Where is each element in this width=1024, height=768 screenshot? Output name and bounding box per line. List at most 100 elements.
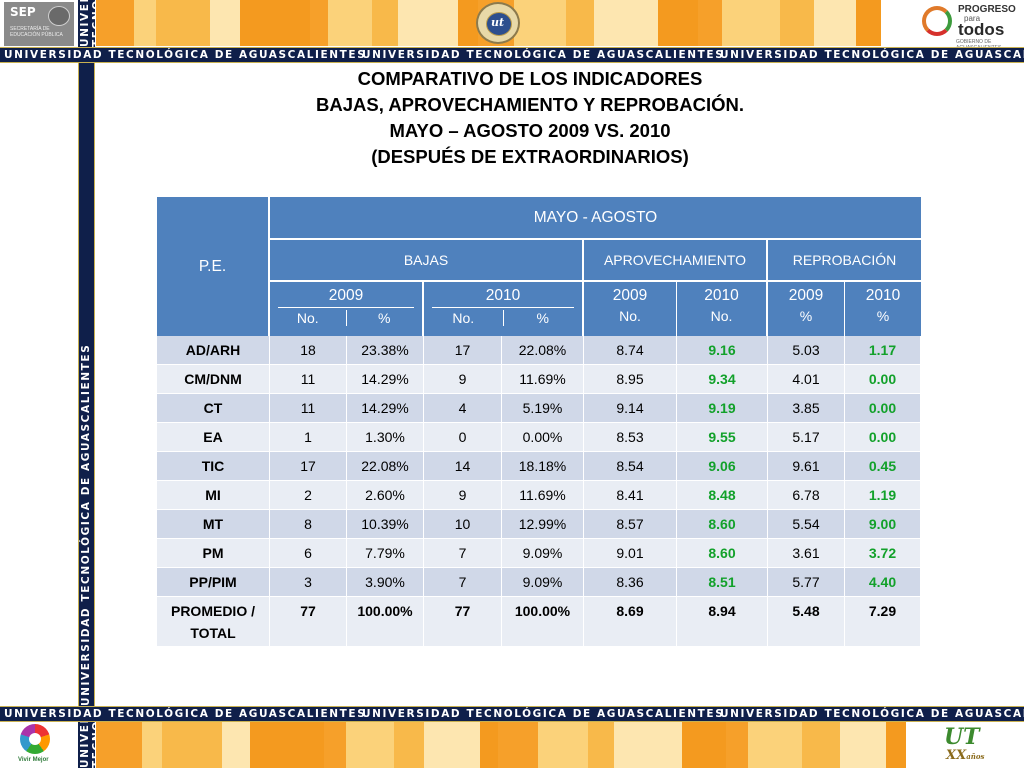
bajas-2010-pct-cell: 0.00% bbox=[502, 423, 584, 452]
flower-icon bbox=[20, 724, 50, 754]
aprov-2010-cell: 9.06 bbox=[677, 452, 768, 481]
decorative-bar bbox=[96, 722, 142, 768]
bajas-2010-no: No. bbox=[424, 310, 504, 326]
aprov-2009-no: No. bbox=[619, 308, 641, 324]
bajas-2009-no-cell: 18 bbox=[270, 336, 347, 365]
top-header: SEP SECRETARÍA DE EDUCACIÓN PÚBLICA ut P… bbox=[0, 0, 1024, 51]
total-row: PROMEDIO / TOTAL 77 100.00% 77 100.00% 8… bbox=[157, 597, 921, 647]
pe-cell: MI bbox=[157, 481, 270, 510]
bajas-2010-pct-cell: 9.09% bbox=[502, 539, 584, 568]
decorative-bar bbox=[538, 722, 588, 768]
decorative-bar bbox=[310, 0, 328, 46]
decorative-bar bbox=[328, 0, 372, 46]
bajas-2010-year: 2010 bbox=[432, 287, 574, 308]
xx-logo-number: XX bbox=[946, 748, 967, 763]
reprob-2009-cell: 5.54 bbox=[768, 510, 845, 539]
bajas-2010-no-cell: 4 bbox=[424, 394, 502, 423]
vertical-banner: UNIVERSIDAD TECNOLÓGICA DE AGUASCALIENTE… bbox=[78, 63, 95, 706]
total-bajas-2009-pct: 100.00% bbox=[347, 597, 424, 647]
decorative-bar bbox=[856, 0, 881, 46]
reprob-2009-cell: 3.85 bbox=[768, 394, 845, 423]
xx-anos-text: XXaños bbox=[946, 748, 984, 763]
pe-cell: PM bbox=[157, 539, 270, 568]
table-row: EA 1 1.30% 0 0.00% 8.53 9.55 5.17 0.00 bbox=[157, 423, 921, 452]
sep-logo-text: SEP bbox=[10, 5, 36, 19]
total-reprob-2009: 5.48 bbox=[768, 597, 845, 647]
title-line-2: BAJAS, APROVECHAMIENTO Y REPROBACIÓN. bbox=[316, 94, 744, 115]
bajas-2009-header: 2009 No. % bbox=[270, 282, 424, 336]
pe-cell: CM/DNM bbox=[157, 365, 270, 394]
reprob-2010-cell: 1.17 bbox=[845, 336, 921, 365]
decorative-bar bbox=[722, 0, 780, 46]
banner-stripe-top: UNIVERSIDAD TECNOLÓGICA DE AGUASCALIENTE… bbox=[0, 47, 1024, 63]
bajas-2010-no-cell: 10 bbox=[424, 510, 502, 539]
aprov-2010-cell: 9.55 bbox=[677, 423, 768, 452]
aprov-2009-cell: 8.41 bbox=[584, 481, 677, 510]
decorative-bar bbox=[614, 722, 682, 768]
aprov-2010-cell: 9.16 bbox=[677, 336, 768, 365]
decorative-bar bbox=[840, 722, 886, 768]
decorative-bar bbox=[480, 722, 498, 768]
decorative-bar bbox=[250, 722, 324, 768]
bajas-2010-pct-cell: 18.18% bbox=[502, 452, 584, 481]
banner-text: UNIVERSIDAD TECNOLÓGICA DE AGUASCALIENTE… bbox=[362, 708, 725, 720]
title-line-4: (DESPUÉS DE EXTRAORDINARIOS) bbox=[371, 146, 689, 167]
indicators-table-container: P.E. MAYO - AGOSTO BAJAS APROVECHAMIENTO… bbox=[157, 197, 921, 647]
decorative-bar bbox=[886, 722, 906, 768]
total-label-cell: PROMEDIO / TOTAL bbox=[157, 597, 270, 647]
bajas-2009-pct-cell: 2.60% bbox=[347, 481, 424, 510]
decorative-bar bbox=[324, 722, 346, 768]
bajas-2010-no-cell: 7 bbox=[424, 568, 502, 597]
table-row: CM/DNM 11 14.29% 9 11.69% 8.95 9.34 4.01… bbox=[157, 365, 921, 394]
bajas-2009-pct-cell: 3.90% bbox=[347, 568, 424, 597]
vertical-banner-text: UNIVERSIDAD TECNOLÓGICA DE AGUASCALIENTE… bbox=[80, 343, 92, 706]
pe-cell: AD/ARH bbox=[157, 336, 270, 365]
decorative-bar bbox=[514, 0, 566, 46]
decorative-bar bbox=[658, 0, 698, 46]
bajas-header: BAJAS bbox=[270, 240, 584, 282]
aprov-2009-header: 2009 No. bbox=[584, 282, 677, 336]
reprob-2010-cell: 1.19 bbox=[845, 481, 921, 510]
aprov-2010-cell: 8.48 bbox=[677, 481, 768, 510]
reprob-2009-cell: 5.17 bbox=[768, 423, 845, 452]
decorative-bar bbox=[240, 0, 310, 46]
bajas-2009-no: No. bbox=[270, 310, 347, 326]
vivir-mejor-text: Vivir Mejor bbox=[18, 757, 49, 763]
bajas-2010-pct-cell: 22.08% bbox=[502, 336, 584, 365]
total-bajas-2010-pct: 100.00% bbox=[502, 597, 584, 647]
title-line-3: MAYO – AGOSTO 2009 VS. 2010 bbox=[389, 120, 671, 141]
banner-text: UNIVERSIDAD TECNOLÓGICA DE AGUASCALIENTE… bbox=[720, 708, 1024, 720]
table-row: MI 2 2.60% 9 11.69% 8.41 8.48 6.78 1.19 bbox=[157, 481, 921, 510]
bajas-2010-pct-cell: 11.69% bbox=[502, 481, 584, 510]
bajas-2009-no-cell: 17 bbox=[270, 452, 347, 481]
total-bajas-2009-no: 77 bbox=[270, 597, 347, 647]
reprobacion-header: REPROBACIÓN bbox=[768, 240, 921, 282]
decorative-bar bbox=[748, 722, 802, 768]
title-line-1: COMPARATIVO DE LOS INDICADORES bbox=[357, 68, 703, 89]
pe-cell: MT bbox=[157, 510, 270, 539]
progreso-para-todos-logo: PROGRESO para todos GOBIERNO DE AGUASCAL… bbox=[918, 2, 1020, 51]
decorative-bar bbox=[566, 0, 594, 46]
decorative-bar bbox=[814, 0, 856, 46]
decorative-bar bbox=[162, 722, 222, 768]
pe-header: P.E. bbox=[157, 197, 270, 336]
total-bajas-2010-no: 77 bbox=[424, 597, 502, 647]
bajas-2010-pct-cell: 5.19% bbox=[502, 394, 584, 423]
aprov-2010-no: No. bbox=[710, 308, 733, 324]
reprob-2009-cell: 9.61 bbox=[768, 452, 845, 481]
bajas-2009-pct-cell: 14.29% bbox=[347, 394, 424, 423]
bajas-2009-no-cell: 11 bbox=[270, 394, 347, 423]
decorative-bar bbox=[588, 722, 614, 768]
bajas-2009-no-cell: 2 bbox=[270, 481, 347, 510]
total-aprov-2010: 8.94 bbox=[677, 597, 768, 647]
seal-initials: ut bbox=[491, 16, 505, 29]
xx-logo-suffix: años bbox=[966, 752, 985, 761]
bajas-2010-header: 2010 No. % bbox=[424, 282, 584, 336]
bajas-2009-no-cell: 1 bbox=[270, 423, 347, 452]
vertical-banner-top-text: UNIVERSIDAD TECNOLÓGICA DE AGUASCALIENTE… bbox=[79, 0, 95, 47]
bajas-2009-no-cell: 6 bbox=[270, 539, 347, 568]
aprovechamiento-header: APROVECHAMIENTO bbox=[584, 240, 768, 282]
decorative-bar bbox=[698, 0, 722, 46]
table-row: MT 8 10.39% 10 12.99% 8.57 8.60 5.54 9.0… bbox=[157, 510, 921, 539]
decorative-bar bbox=[156, 0, 210, 46]
